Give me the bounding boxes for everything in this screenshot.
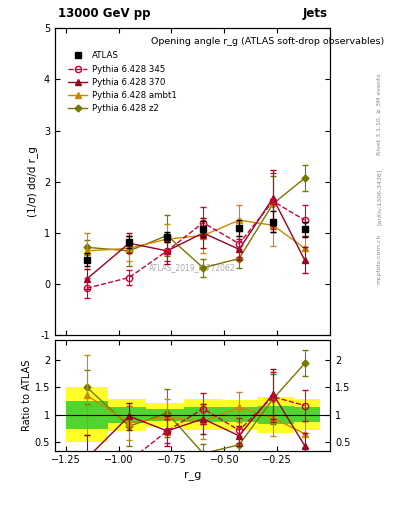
- Y-axis label: Ratio to ATLAS: Ratio to ATLAS: [22, 360, 32, 431]
- Text: Jets: Jets: [302, 8, 327, 20]
- Bar: [258, 406, 294, 424]
- Bar: [222, 407, 258, 422]
- Bar: [108, 399, 146, 431]
- X-axis label: r_g: r_g: [184, 471, 201, 481]
- Text: ATLAS_2019_I1772062: ATLAS_2019_I1772062: [149, 263, 236, 272]
- Bar: [294, 399, 320, 430]
- Bar: [66, 401, 108, 429]
- Bar: [66, 387, 108, 442]
- Bar: [184, 407, 222, 422]
- Y-axis label: (1/σ) dσ/d r_g: (1/σ) dσ/d r_g: [27, 146, 38, 217]
- Text: [arXiv:1306.3436]: [arXiv:1306.3436]: [377, 169, 382, 225]
- Bar: [258, 397, 294, 433]
- Bar: [146, 403, 184, 426]
- Bar: [184, 399, 222, 430]
- Bar: [294, 407, 320, 422]
- Bar: [108, 407, 146, 423]
- Text: mcplots.cern.ch: mcplots.cern.ch: [377, 233, 382, 284]
- Text: 13000 GeV pp: 13000 GeV pp: [58, 8, 150, 20]
- Bar: [222, 400, 258, 430]
- Bar: [146, 409, 184, 421]
- Legend: ATLAS, Pythia 6.428 345, Pythia 6.428 370, Pythia 6.428 ambt1, Pythia 6.428 z2: ATLAS, Pythia 6.428 345, Pythia 6.428 37…: [65, 48, 180, 117]
- Text: Rivet 3.1.10, ≥ 3M events: Rivet 3.1.10, ≥ 3M events: [377, 73, 382, 155]
- Text: Opening angle r_g (ATLAS soft-drop observables): Opening angle r_g (ATLAS soft-drop obser…: [151, 37, 385, 47]
